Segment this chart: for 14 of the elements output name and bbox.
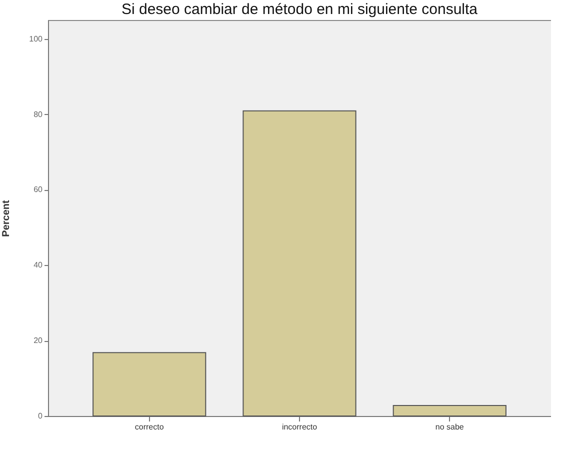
y-tick-label: 100 bbox=[29, 34, 44, 44]
y-tick-label: 0 bbox=[38, 412, 44, 420]
chart-title: Si deseo cambiar de método en mi siguiente consulta bbox=[121, 1, 478, 18]
y-axis-title: Percent bbox=[1, 199, 12, 237]
y-tick-label: 80 bbox=[34, 110, 44, 119]
y-tick-label: 20 bbox=[34, 336, 44, 346]
x-tick-label: incorrecto bbox=[282, 422, 318, 432]
bar bbox=[92, 352, 206, 416]
x-tick-label: no sabe bbox=[435, 422, 464, 432]
x-tick-label: correcto bbox=[134, 422, 164, 432]
bar bbox=[392, 404, 506, 416]
y-tick-label: 40 bbox=[34, 260, 44, 270]
bar bbox=[242, 110, 356, 416]
y-tick-label: 60 bbox=[34, 185, 44, 194]
